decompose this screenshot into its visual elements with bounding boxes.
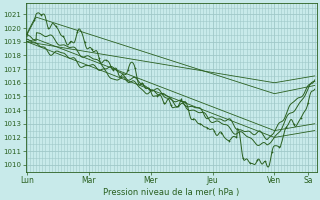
X-axis label: Pression niveau de la mer( hPa ): Pression niveau de la mer( hPa ) <box>103 188 239 197</box>
